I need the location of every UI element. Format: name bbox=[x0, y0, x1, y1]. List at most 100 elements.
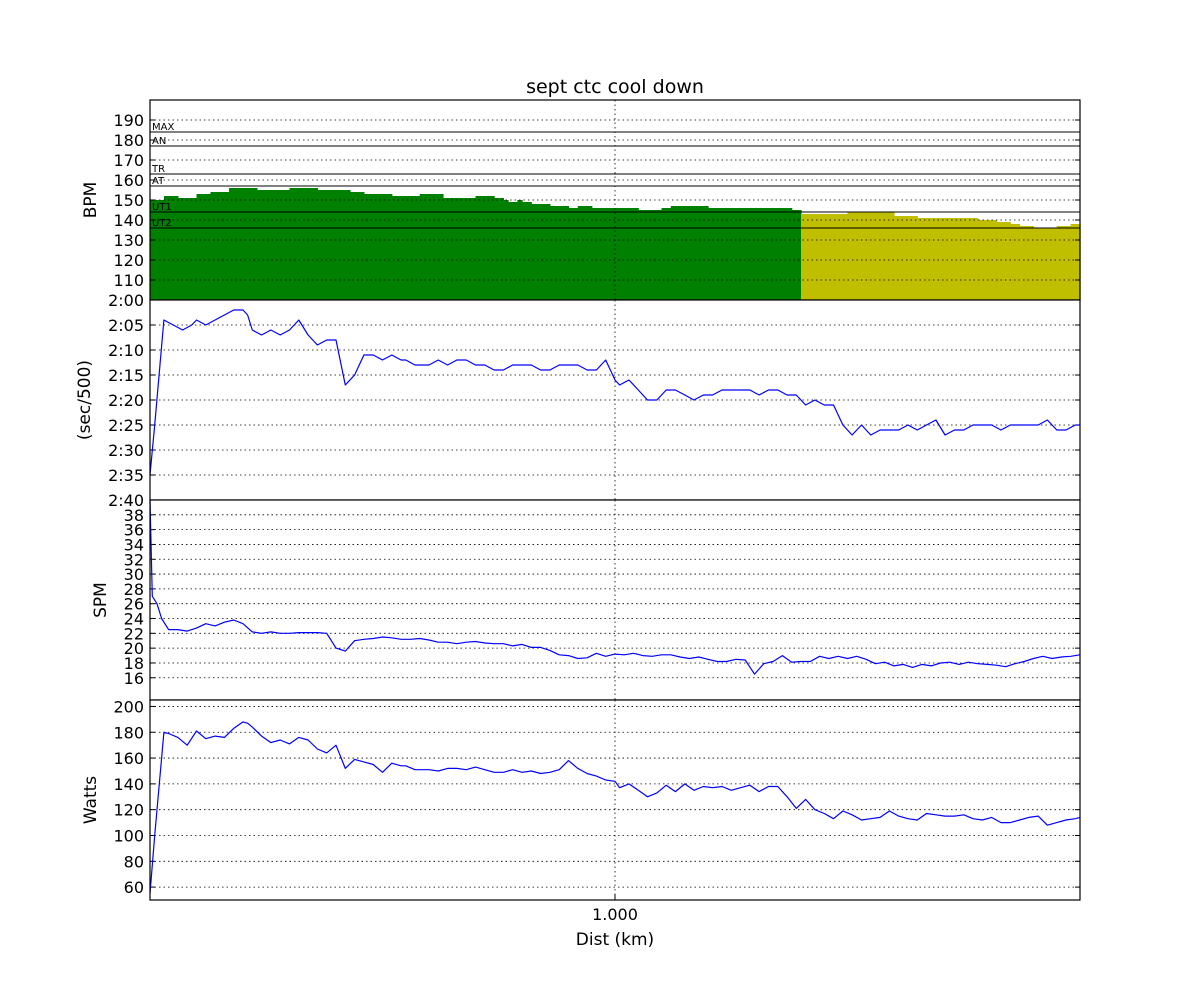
zone-label-max: MAX bbox=[152, 122, 174, 133]
watts-tick-label-y: 60 bbox=[124, 878, 144, 897]
bpm-bar bbox=[349, 192, 365, 300]
spm-tick-label-y: 16 bbox=[124, 669, 144, 688]
spm-tick-label-y: 32 bbox=[124, 550, 144, 569]
pace-y-axis-label: (sec/500) bbox=[75, 360, 95, 440]
bpm-bar bbox=[229, 188, 258, 300]
bpm-bar bbox=[894, 216, 918, 300]
spm-tick-label-y: 20 bbox=[124, 639, 144, 658]
bpm-tick-label-y: 150 bbox=[113, 191, 144, 210]
bpm-tick-label-y: 190 bbox=[113, 111, 144, 130]
bpm-bars bbox=[150, 188, 1081, 300]
bpm-tick-label-y: 170 bbox=[113, 151, 144, 170]
bpm-bar bbox=[517, 200, 523, 300]
bpm-bar bbox=[363, 194, 393, 300]
spm-tick-label-y: 24 bbox=[124, 610, 144, 629]
watts-tick-label-y: 200 bbox=[113, 697, 144, 716]
spm-tick-label-y: 26 bbox=[124, 595, 144, 614]
zone-label-an: AN bbox=[152, 136, 166, 147]
bpm-bar bbox=[940, 218, 979, 300]
panel-watts: 60 80 100 120 140 160 180 200 Watts bbox=[81, 697, 1081, 901]
spm-tick-label-y: 34 bbox=[124, 535, 144, 554]
bpm-tick-label-y: 110 bbox=[113, 271, 144, 290]
bpm-bar bbox=[196, 194, 212, 300]
pace-tick-label-y: 2:15 bbox=[108, 366, 144, 385]
spm-tick-label-y: 36 bbox=[124, 521, 144, 540]
bpm-bar bbox=[591, 208, 616, 300]
zone-label-tr: TR bbox=[151, 164, 165, 175]
bpm-bar bbox=[754, 208, 793, 300]
bpm-bar bbox=[1019, 226, 1035, 300]
pace-series-line bbox=[149, 309, 1080, 476]
watts-series-line bbox=[149, 721, 1081, 894]
bpm-bar bbox=[503, 200, 509, 300]
watts-tick-label-y: 120 bbox=[113, 801, 144, 820]
bpm-bar bbox=[824, 214, 849, 300]
pace-tick-label-y: 2:20 bbox=[108, 391, 144, 410]
bpm-bar bbox=[791, 210, 802, 300]
watts-tick-label-y: 140 bbox=[113, 775, 144, 794]
bpm-bar bbox=[996, 222, 1011, 300]
bpm-y-axis-label: BPM bbox=[81, 182, 101, 219]
zone-label-ut1: UT1 bbox=[152, 202, 172, 213]
zone-label-at: AT bbox=[152, 176, 165, 187]
bpm-bar bbox=[708, 208, 756, 300]
spm-tick-label-y: 38 bbox=[124, 506, 144, 525]
bpm-bar bbox=[317, 190, 351, 300]
zone-label-ut2: UT2 bbox=[152, 218, 172, 229]
bpm-bar bbox=[670, 206, 709, 300]
bpm-tick-label-y: 130 bbox=[113, 231, 144, 250]
bpm-bar bbox=[1056, 226, 1072, 300]
pace-tick-label-y: 2:00 bbox=[108, 291, 144, 310]
bpm-bar bbox=[475, 196, 495, 300]
spm-tick-label-y: 18 bbox=[124, 654, 144, 673]
x-tick-label: 1.000 bbox=[592, 905, 638, 924]
bpm-bar bbox=[917, 218, 942, 300]
bpm-bar bbox=[577, 206, 593, 300]
spm-tick-label-y: 28 bbox=[124, 580, 144, 599]
bpm-bar bbox=[1033, 228, 1058, 300]
watts-tick-label-y: 180 bbox=[113, 723, 144, 742]
watts-tick-label-y: 100 bbox=[113, 826, 144, 845]
bpm-bar bbox=[494, 198, 504, 300]
watts-tick-label-y: 160 bbox=[113, 749, 144, 768]
bpm-bar bbox=[391, 196, 421, 300]
panel-pace: 2:00 2:05 2:10 2:15 2:20 2:25 2:30 2:35 2:40 (sec… bbox=[75, 291, 1081, 510]
bpm-bar bbox=[801, 214, 825, 300]
bpm-bar bbox=[508, 202, 518, 300]
watts-y-axis-label: Watts bbox=[81, 776, 101, 824]
bpm-bar bbox=[210, 192, 230, 300]
spm-series-line bbox=[149, 499, 1081, 675]
bpm-tick-label-y: 140 bbox=[113, 211, 144, 230]
bpm-tick-label-y: 120 bbox=[113, 251, 144, 270]
bpm-bar bbox=[1070, 224, 1081, 300]
bpm-bar bbox=[568, 208, 579, 300]
bpm-tick-label-y: 160 bbox=[113, 171, 144, 190]
bpm-tick-label-y: 180 bbox=[113, 131, 144, 150]
spm-y-axis-label: SPM bbox=[91, 582, 111, 618]
x-axis-label: Dist (km) bbox=[576, 930, 654, 950]
bpm-bar bbox=[163, 196, 179, 300]
bpm-bar bbox=[638, 210, 663, 300]
pace-tick-label-y: 2:40 bbox=[108, 491, 144, 510]
spm-tick-label-y: 30 bbox=[124, 565, 144, 584]
pace-tick-label-y: 2:25 bbox=[108, 416, 144, 435]
bpm-bar bbox=[289, 188, 318, 300]
bpm-bar bbox=[531, 204, 551, 300]
bpm-bar bbox=[847, 212, 895, 300]
watts-tick-label-y: 80 bbox=[124, 852, 144, 871]
bpm-bar bbox=[661, 208, 672, 300]
bpm-bar bbox=[615, 208, 639, 300]
bpm-bar bbox=[522, 202, 532, 300]
chart-title: sept ctc cool down bbox=[526, 76, 704, 98]
bpm-bar bbox=[256, 190, 291, 300]
pace-tick-label-y: 2:05 bbox=[108, 316, 144, 335]
pace-tick-label-y: 2:10 bbox=[108, 341, 144, 360]
bpm-bar bbox=[419, 194, 444, 300]
bpm-bar bbox=[549, 206, 570, 300]
spm-tick-label-y: 22 bbox=[124, 624, 144, 643]
chart-panels: MAXANTRATUT1UT21101201301401501601701801… bbox=[75, 99, 1081, 924]
bpm-bar bbox=[150, 200, 165, 300]
